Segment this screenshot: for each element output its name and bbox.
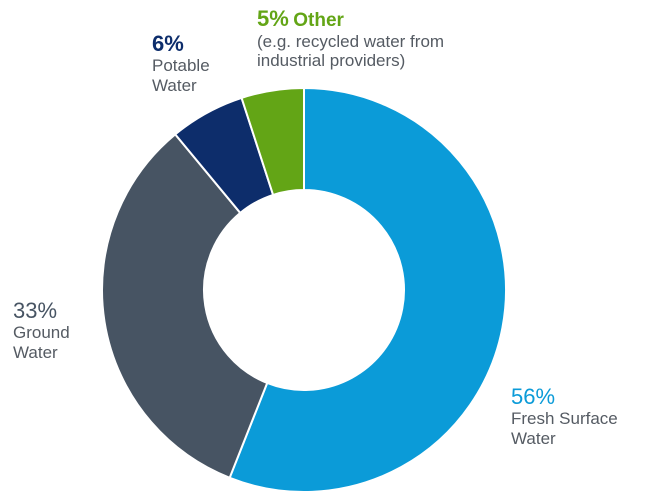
label-other-note-line2: industrial providers) [257, 51, 406, 71]
slice-ground-water [101, 132, 269, 480]
label-other: 5% Other (e.g. recycled water from indus… [257, 6, 444, 71]
label-potable-water: 6% Potable Water [152, 31, 210, 95]
label-fresh-surface-water-line1: Fresh Surface [511, 409, 618, 429]
label-other-note-line1: (e.g. recycled water from [257, 31, 445, 51]
label-other-name: Other [293, 10, 344, 31]
label-ground-water-line2: Water [13, 342, 58, 362]
label-fresh-surface-water-percent: 56% [511, 384, 556, 409]
label-fresh-surface-water: 56% Fresh Surface Water [511, 384, 618, 448]
label-ground-water-percent: 33% [13, 298, 58, 323]
label-fresh-surface-water-line2: Water [511, 428, 556, 448]
label-potable-water-percent: 6% [152, 31, 184, 56]
slice-other [240, 86, 305, 197]
label-ground-water-line1: Ground [13, 323, 70, 343]
label-ground-water: 33% Ground Water [13, 298, 70, 362]
label-potable-water-line2: Water [152, 75, 197, 95]
slice-fresh-surface-water [228, 86, 507, 493]
label-potable-water-line1: Potable [152, 56, 210, 76]
label-other-percent: 5% [257, 6, 289, 31]
